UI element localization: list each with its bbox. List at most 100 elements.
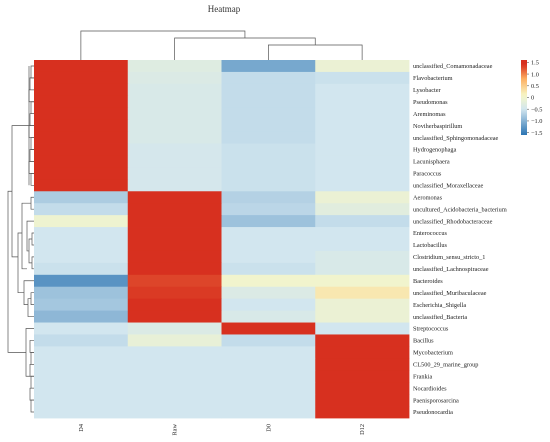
row-label: Mycobacterium	[413, 350, 453, 357]
heatmap-cell	[315, 179, 410, 192]
heatmap-cell	[221, 370, 316, 383]
heatmap-cell	[221, 119, 316, 132]
row-label: Paenisporosarcina	[413, 397, 459, 404]
heatmap-cell	[221, 322, 316, 335]
heatmap-cell	[127, 250, 222, 264]
row-label: Frankia	[413, 373, 432, 380]
heatmap-cell	[127, 60, 222, 73]
heatmap-cell	[34, 95, 129, 109]
row-label: unclassified_Muribaculaceae	[413, 290, 487, 297]
heatmap-cell	[315, 274, 410, 288]
heatmap-cell	[315, 322, 410, 335]
row-label: Enterococcus	[413, 230, 447, 237]
heatmap-cell	[34, 143, 129, 156]
heatmap-cell	[34, 322, 129, 335]
heatmap-cell	[221, 286, 316, 300]
heatmap-cell	[34, 370, 129, 383]
heatmap-cell	[34, 131, 129, 144]
row-label: Hydrogenophaga	[413, 147, 457, 154]
heatmap-cell	[315, 119, 410, 132]
heatmap-cell	[221, 239, 316, 252]
heatmap-cell	[127, 215, 222, 228]
heatmap-cell	[315, 239, 410, 252]
dendrogram-link	[29, 113, 34, 126]
dendrogram-link	[31, 256, 34, 270]
heatmap-cells	[34, 60, 410, 419]
heatmap-cell	[221, 107, 316, 121]
dendrogram-link	[28, 238, 32, 264]
heatmap-cell	[221, 83, 316, 97]
row-label: Pseudomonas	[413, 99, 448, 106]
heatmap-cell	[127, 83, 222, 97]
heatmap-cell	[315, 346, 410, 359]
heatmap-cell	[34, 262, 129, 276]
heatmap-cell	[221, 358, 316, 371]
heatmap-cell	[221, 227, 316, 240]
heatmap-cell	[127, 179, 222, 192]
heatmap-cell	[315, 262, 410, 276]
heatmap-cell	[315, 334, 410, 347]
row-label: Aeromonas	[413, 194, 443, 201]
heatmap-cell	[127, 227, 222, 240]
dendrogram-link	[30, 173, 34, 186]
heatmap-cell	[315, 286, 410, 300]
heatmap-cell	[127, 191, 222, 204]
heatmap-cell	[221, 131, 316, 144]
heatmap-cell	[34, 71, 129, 85]
heatmap-cell	[127, 107, 222, 121]
dendrogram-link	[30, 137, 34, 150]
heatmap-cell	[315, 95, 410, 109]
dendrogram-link	[27, 298, 34, 317]
column-label: D12	[359, 424, 366, 435]
heatmap-cell	[127, 119, 222, 132]
row-label: Streptococcus	[413, 326, 449, 333]
colorbar-tick-label: −0.5	[531, 106, 542, 113]
dendrogram-link	[29, 77, 34, 91]
column-dendrogram	[80, 30, 363, 60]
heatmap-cell	[221, 203, 316, 216]
heatmap-cell	[127, 239, 222, 252]
heatmap-cell	[221, 71, 316, 85]
heatmap-cell	[315, 215, 410, 228]
column-label: D4	[78, 423, 85, 432]
dendrogram-link	[28, 125, 34, 138]
dendrogram-link	[29, 340, 34, 353]
heatmap-cell	[127, 167, 222, 180]
heatmap-cell	[315, 406, 410, 419]
heatmap-cell	[127, 358, 222, 371]
dendrogram-link	[28, 89, 34, 103]
heatmap-cell	[315, 394, 410, 407]
heatmap-cell	[34, 346, 129, 359]
row-dendrogram	[7, 65, 34, 413]
heatmap-cell	[221, 310, 316, 323]
row-label: Bacteroides	[413, 278, 443, 285]
dendrogram-link	[80, 30, 246, 60]
dendrogram-link	[174, 37, 316, 60]
heatmap-cell	[221, 334, 316, 347]
heatmap-cell	[221, 406, 316, 419]
heatmap-cell	[221, 262, 316, 276]
heatmap-cell	[221, 95, 316, 109]
heatmap-cell	[34, 239, 129, 252]
heatmap-cell	[127, 298, 222, 311]
heatmap-cell	[34, 298, 129, 311]
heatmap-cell	[34, 334, 129, 347]
row-label: Bacillus	[413, 338, 434, 345]
dendrogram-link	[30, 101, 34, 115]
column-labels: D4 Raw D0 D12	[78, 423, 366, 435]
heatmap-cell	[127, 95, 222, 109]
heatmap-cell	[34, 227, 129, 240]
row-label: unclassified_Comamonadaceae	[413, 63, 493, 70]
heatmap-cell	[315, 370, 410, 383]
row-label: unclassified_Lachnospiraceae	[413, 266, 489, 273]
dendrogram-link	[29, 387, 34, 401]
dendrogram-link	[11, 125, 29, 258]
heatmap-cell	[315, 191, 410, 204]
heatmap-cell	[34, 274, 129, 288]
colorbar: 1.5 1.0 0.5 0 −0.5 −1.0 −1.5	[521, 60, 542, 137]
heatmap-cell	[221, 143, 316, 156]
heatmap-cell	[127, 262, 222, 276]
dendrogram-link	[30, 65, 34, 79]
row-label: unclassified_Moraxellaceae	[413, 183, 483, 190]
